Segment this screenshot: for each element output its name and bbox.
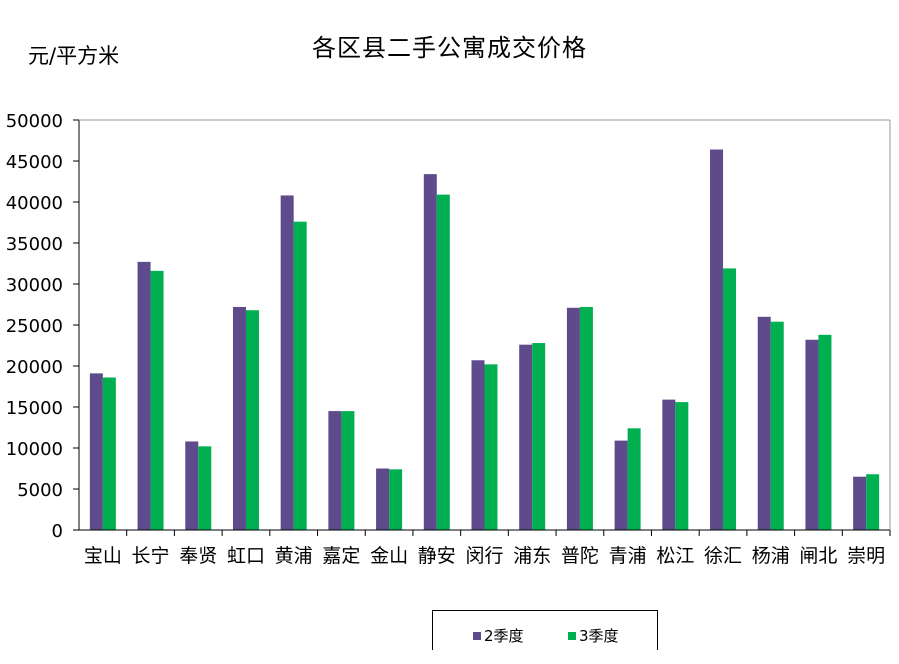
y-axis-unit-label: 元/平方米 [28,44,120,68]
bar-series-1-普陀 [566,307,580,530]
x-tick-label: 闸北 [799,545,837,567]
y-tick-label: 40000 [6,193,63,214]
bar-series-1-杨浦 [757,316,771,530]
x-tick-label: 宝山 [84,545,122,567]
y-tick-label: 5000 [17,480,63,501]
legend-item-series-2: 3季度 [568,625,619,646]
x-tick-label: 杨浦 [752,545,790,567]
bar-series-2-奉贤 [198,446,212,530]
bar-series-2-宝山 [102,377,116,530]
x-tick-label: 静安 [418,545,456,567]
bar-series-2-普陀 [579,306,593,530]
bar-series-1-虹口 [232,306,246,530]
bar-series-2-长宁 [150,270,164,530]
x-tick-label: 崇明 [847,545,885,567]
x-tick-label: 青浦 [609,545,647,567]
y-tick-label: 50000 [6,111,63,132]
legend-swatch-series-2 [568,631,576,640]
x-tick-label: 金山 [370,545,408,567]
bar-series-1-闵行 [471,360,485,530]
bar-series-1-崇明 [853,476,867,530]
y-axis: 0 5000 10000 15000 20000 25000 30000 35000 40000… [6,111,79,542]
bar-series-2-浦东 [532,343,546,530]
bar-series-1-徐汇 [710,149,724,530]
y-tick-label: 35000 [6,234,63,255]
x-tick-label: 黄浦 [275,545,313,567]
x-tick-label: 长宁 [132,545,170,567]
x-tick-label: 闵行 [465,545,503,567]
bar-series-1-浦东 [519,344,533,530]
x-axis: 宝山 长宁 奉贤 虹口 黄浦 嘉定 金山 静安 闵行 浦东 普陀 青浦 松江 徐汇 杨浦 闸北 崇明 [84,530,891,567]
legend: 2季度 3季度 [432,610,658,650]
bar-series-2-杨浦 [770,321,784,530]
bar-series-1-黄浦 [280,195,294,530]
y-tick-label: 30000 [6,275,63,296]
bar-series-2-松江 [675,402,689,530]
x-tick-label: 虹口 [227,545,265,567]
y-tick-label: 25000 [6,316,63,337]
x-tick-label: 嘉定 [322,545,360,567]
bar-series-1-青浦 [614,440,628,530]
bar-series-1-宝山 [89,373,103,530]
x-tick-label: 普陀 [561,545,599,567]
bar-series-2-徐汇 [723,268,737,530]
bar-series-2-金山 [389,469,403,530]
y-tick-label: 10000 [6,439,63,460]
y-tick-label: 15000 [6,398,63,419]
bar-series-2-青浦 [627,428,641,530]
bar-series-1-静安 [423,174,437,530]
bar-series-1-金山 [376,468,390,530]
y-tick-label: 20000 [6,357,63,378]
y-tick-label: 45000 [6,152,63,173]
bar-series-1-长宁 [137,261,151,530]
axes-frame [78,119,891,531]
bar-series-1-松江 [662,399,676,530]
x-tick-label: 奉贤 [179,545,217,567]
y-tick-label: 0 [52,521,63,542]
x-tick-label: 浦东 [513,545,551,567]
legend-swatch-series-1 [473,631,481,640]
legend-label-series-1: 2季度 [484,627,524,645]
bar-series-2-虹口 [245,310,259,530]
bar-series-1-闸北 [805,339,819,530]
legend-item-series-1: 2季度 [473,625,524,646]
bar-series-1-奉贤 [185,441,199,530]
x-tick-label: 松江 [656,545,694,567]
legend-label-series-2: 3季度 [579,627,619,645]
bar-series-2-崇明 [866,474,880,530]
chart-title: 各区县二手公寓成交价格 [312,34,587,62]
bar-series-2-静安 [436,194,450,530]
bar-series-group [89,149,880,530]
bar-series-2-闸北 [818,334,832,530]
bar-series-2-闵行 [484,364,498,530]
bar-series-1-嘉定 [328,411,342,530]
bar-series-2-黄浦 [293,221,307,530]
x-tick-label: 徐汇 [704,545,742,567]
bar-series-2-嘉定 [341,411,355,530]
